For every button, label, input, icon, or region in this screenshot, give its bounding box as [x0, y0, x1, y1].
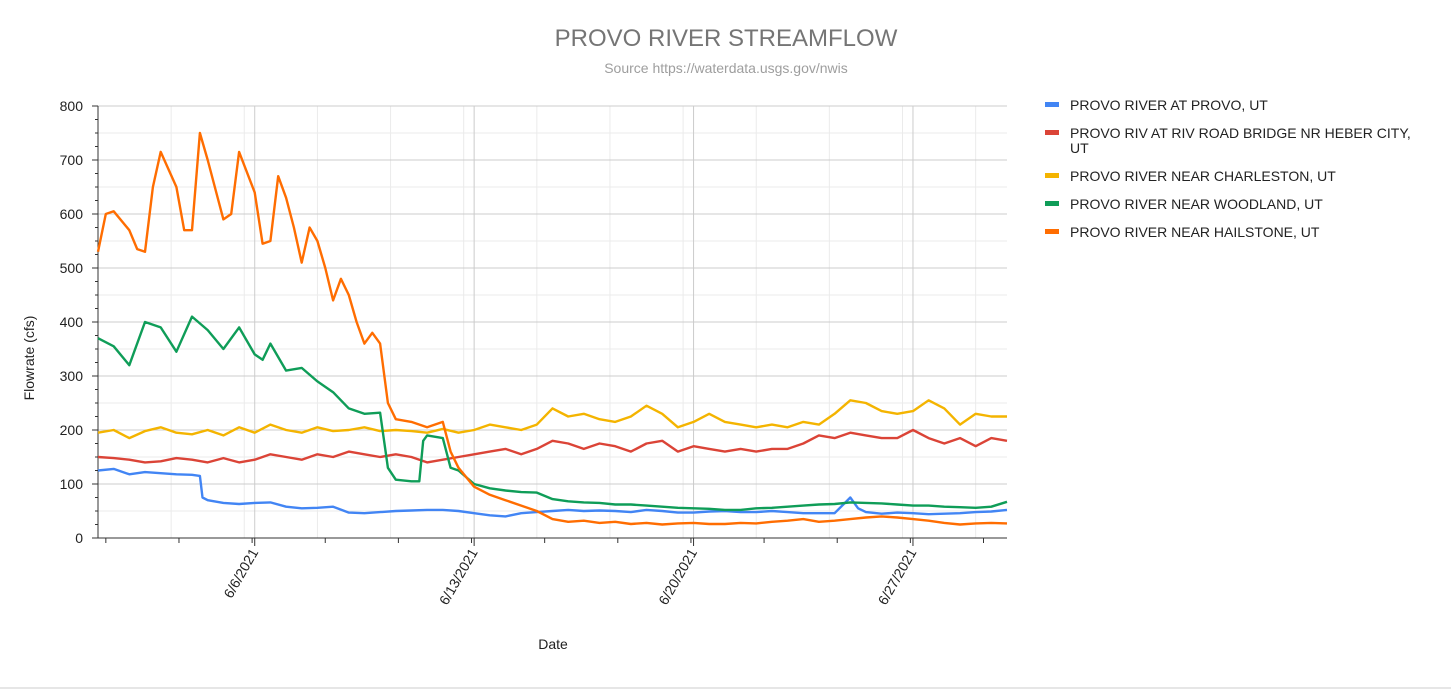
y-tick-label: 300: [60, 368, 84, 384]
legend-item-5[interactable]: PROVO RIVER NEAR HAILSTONE, UT: [1045, 224, 1320, 240]
y-tick-label: 800: [60, 98, 84, 114]
series-line-3[interactable]: [97, 399, 1007, 440]
y-tick-label: 400: [60, 314, 84, 330]
x-axis-title: Date: [538, 636, 568, 652]
legend-swatch: [1045, 130, 1059, 135]
legend-item-3[interactable]: PROVO RIVER NEAR CHARLESTON, UT: [1045, 168, 1336, 184]
legend-label: PROVO RIVER NEAR WOODLAND, UT: [1070, 196, 1323, 212]
legend-swatch: [1045, 102, 1059, 107]
legend-swatch: [1045, 201, 1059, 206]
y-tick-label: 600: [60, 206, 84, 222]
series-line-1[interactable]: [97, 467, 1008, 518]
y-tick-label: 700: [60, 152, 84, 168]
legend-label: PROVO RIVER AT PROVO, UT: [1070, 97, 1268, 113]
x-tick-label: 6/20/2021: [655, 545, 700, 607]
chart-subtitle: Source https://waterdata.usgs.gov/nwis: [604, 60, 848, 76]
y-tick-label: 100: [60, 476, 84, 492]
series-line-5[interactable]: [96, 131, 1008, 526]
series-layer: [96, 131, 1008, 526]
axis-layer: 0 100 200 300 400 500 600 700 800 6/6/2021 6/13/20…: [60, 98, 1007, 607]
legend-swatch: [1045, 229, 1059, 234]
x-tick-label: 6/13/2021: [436, 545, 481, 607]
x-tick-label: 6/6/2021: [220, 545, 261, 600]
y-tick-label: 500: [60, 260, 84, 276]
grid-layer: [97, 105, 1007, 539]
legend-label: PROVO RIV AT RIV ROAD BRIDGE NR HEBER CI…: [1070, 125, 1411, 156]
y-tick-label: 0: [75, 530, 83, 546]
legend-label: PROVO RIVER NEAR CHARLESTON, UT: [1070, 168, 1336, 184]
legend: PROVO RIVER AT PROVO, UT PROVO RIV AT RIV…: [1045, 97, 1411, 240]
legend-item-4[interactable]: PROVO RIVER NEAR WOODLAND, UT: [1045, 196, 1323, 212]
y-tick-label: 200: [60, 422, 84, 438]
series-line-2[interactable]: [97, 428, 1008, 464]
bottom-divider: [0, 687, 1451, 689]
legend-label: PROVO RIVER NEAR HAILSTONE, UT: [1070, 224, 1320, 240]
legend-swatch: [1045, 173, 1059, 178]
y-axis-title: Flowrate (cfs): [21, 316, 37, 401]
chart-title: PROVO RIVER STREAMFLOW: [555, 25, 898, 52]
legend-item-2[interactable]: PROVO RIV AT RIV ROAD BRIDGE NR HEBER CI…: [1045, 125, 1411, 156]
x-tick-label: 6/27/2021: [875, 545, 920, 607]
legend-item-1[interactable]: PROVO RIVER AT PROVO, UT: [1045, 97, 1268, 113]
series-line-4[interactable]: [97, 315, 1008, 512]
